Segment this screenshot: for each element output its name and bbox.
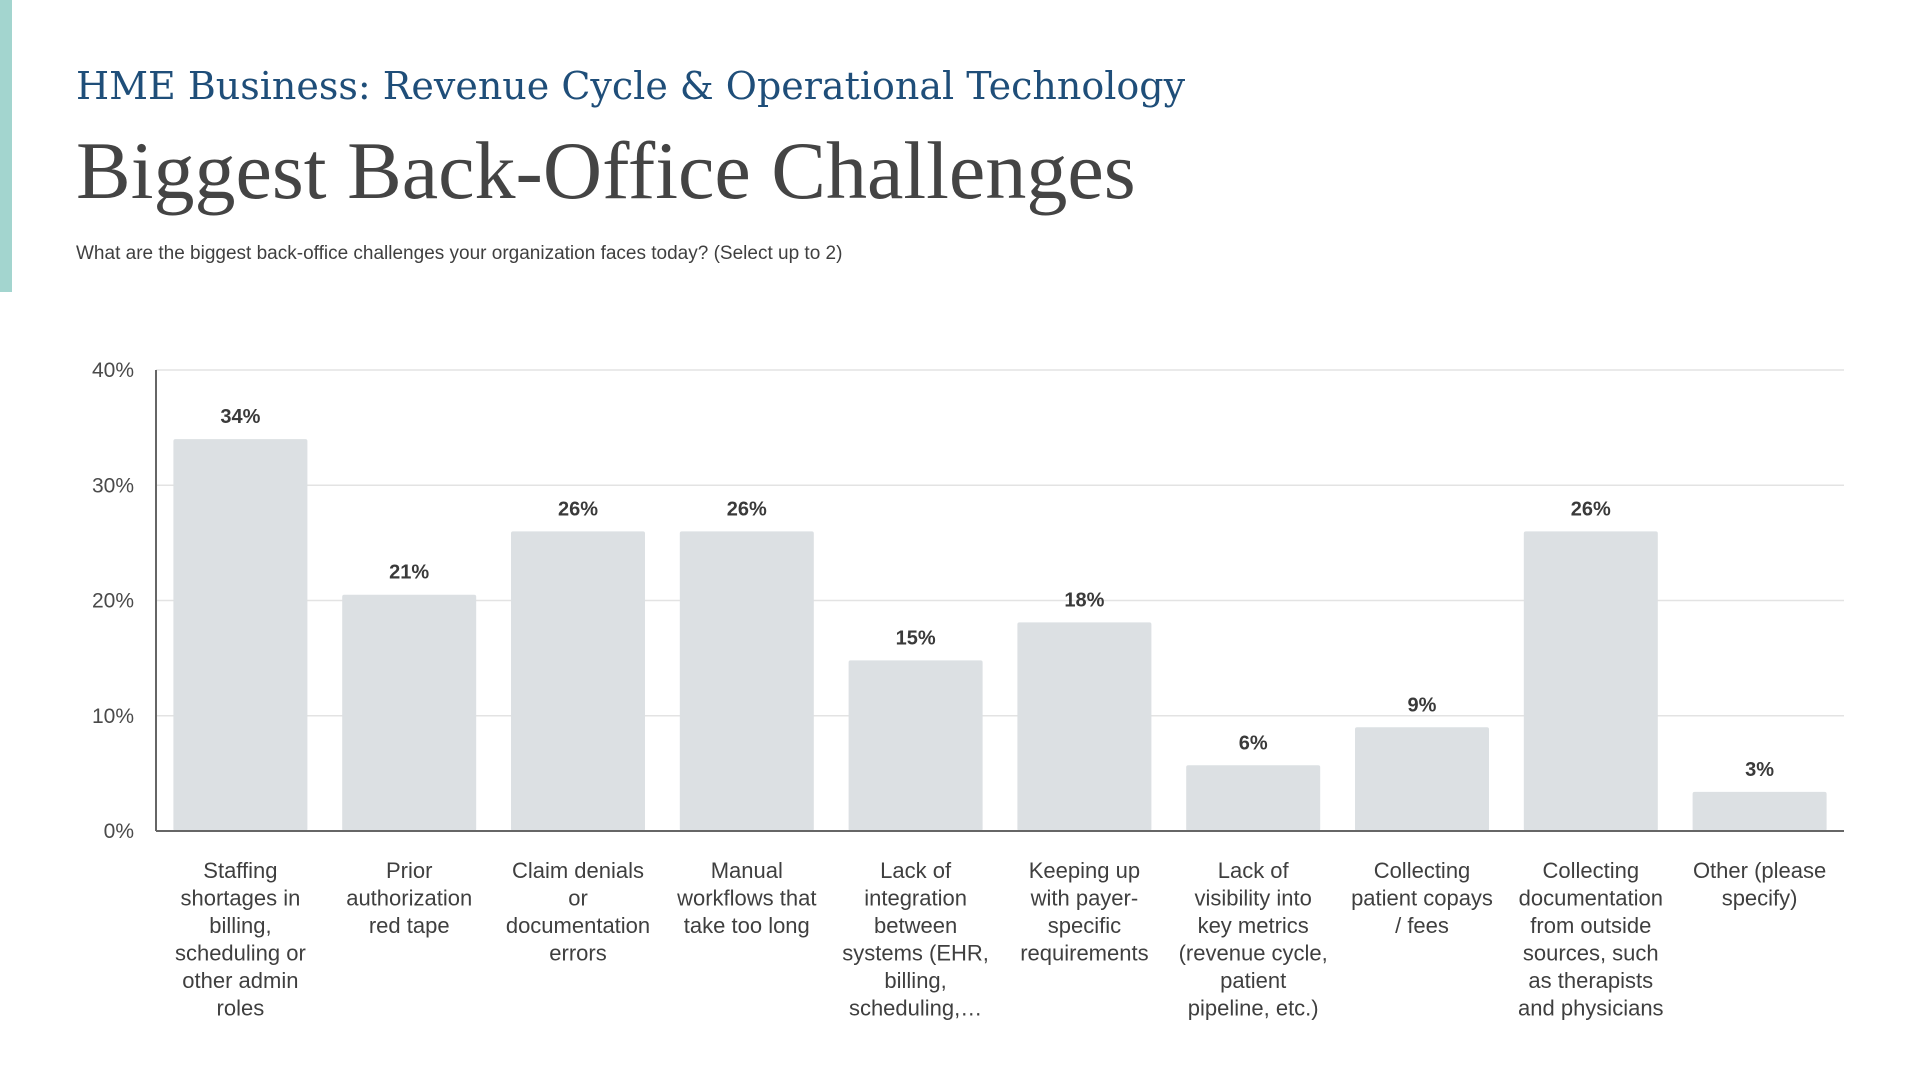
category-label: Other (please specify)	[1693, 858, 1826, 911]
data-label: 3%	[1745, 759, 1774, 781]
bar	[1692, 791, 1827, 831]
accent-bar	[0, 0, 12, 292]
category-label: Staffing shortages in billing, scheduling o…	[175, 858, 306, 1021]
data-label: 34%	[220, 406, 260, 428]
category-label-line: other admin	[182, 968, 298, 993]
data-label: 26%	[558, 498, 598, 520]
category-label-line: Keeping up	[1029, 858, 1140, 883]
bar	[1355, 727, 1489, 831]
category-label-line: systems (EHR,	[842, 941, 989, 966]
category-label: Collecting documentation from outside sourc…	[1518, 858, 1664, 1021]
data-label: 9%	[1408, 694, 1437, 716]
data-label: 21%	[389, 562, 429, 584]
category-label-line: (revenue cycle,	[1179, 941, 1328, 966]
category-label-line: requirements	[1020, 941, 1148, 966]
category-label-line: visibility into	[1195, 886, 1312, 911]
category-label-line: documentation	[1519, 886, 1663, 911]
category-label-line: from outside	[1530, 913, 1651, 938]
category-label-line: sources, such	[1523, 941, 1659, 966]
category-label-line: Prior	[386, 858, 432, 883]
category-label-line: Claim denials	[512, 858, 644, 883]
category-label-line: shortages in	[180, 886, 300, 911]
category-label-line: billing,	[209, 913, 271, 938]
y-tick-label: 30%	[92, 474, 134, 497]
category-label-line: / fees	[1395, 913, 1449, 938]
y-tick-label: 10%	[92, 705, 134, 728]
category-label-line: patient	[1220, 968, 1286, 993]
category-label-line: Staffing	[203, 858, 277, 883]
category-label-line: scheduling or	[175, 941, 306, 966]
category-label: Lack of visibility into key metrics (revenu…	[1179, 858, 1328, 1021]
bar	[1523, 531, 1658, 831]
category-label: Collecting patient copays / fees	[1351, 858, 1493, 938]
category-label-line: patient copays	[1351, 886, 1493, 911]
category-label-line: Collecting	[1542, 858, 1639, 883]
category-label: Prior authorization red tape	[346, 858, 472, 938]
y-tick-label: 0%	[104, 820, 134, 843]
category-label-line: authorization	[346, 886, 472, 911]
survey-question: What are the biggest back-office challen…	[76, 243, 843, 264]
category-label-line: workflows that	[676, 886, 816, 911]
category-label-line: or	[568, 886, 588, 911]
category-label: Lack of integration between systems (EHR, bi…	[842, 858, 989, 1021]
category-label-line: specify)	[1722, 886, 1798, 911]
category-label-line: Lack of	[880, 858, 952, 883]
category-label-line: between	[874, 913, 957, 938]
y-tick-label: 40%	[92, 359, 134, 382]
category-label: Manual workflows that take too long	[676, 858, 816, 938]
category-label-line: scheduling,…	[849, 996, 982, 1021]
bar	[342, 594, 477, 831]
category-label-line: documentation	[506, 913, 650, 938]
category-label-line: key metrics	[1198, 913, 1309, 938]
category-label: Claim denials or documentation errors	[506, 858, 650, 966]
category-label-line: Lack of	[1218, 858, 1290, 883]
bar	[511, 531, 645, 831]
bar	[1186, 765, 1321, 831]
category-label: Keeping up with payer-specific requirement…	[1020, 858, 1148, 966]
category-label-line: errors	[549, 941, 606, 966]
category-label-line: red tape	[369, 913, 450, 938]
category-label-line: pipeline, etc.)	[1188, 996, 1319, 1021]
category-label-line: and physicians	[1518, 996, 1664, 1021]
category-label-line: integration	[864, 886, 967, 911]
data-label: 18%	[1064, 589, 1104, 611]
category-label-line: with payer-	[1030, 886, 1139, 911]
eyebrow-title: HME Business: Revenue Cycle & Operationa…	[76, 64, 1186, 108]
data-label: 15%	[896, 627, 936, 649]
category-label-line: Manual	[711, 858, 783, 883]
category-label-line: take too long	[684, 913, 810, 938]
data-label: 6%	[1239, 732, 1268, 754]
category-label-line: roles	[217, 996, 265, 1021]
category-label-line: billing,	[884, 968, 946, 993]
category-label-line: specific	[1048, 913, 1121, 938]
y-tick-label: 20%	[92, 590, 134, 613]
category-label-line: Other (please	[1693, 858, 1826, 883]
category-label-line: as therapists	[1528, 968, 1653, 993]
data-label: 26%	[1571, 498, 1611, 520]
page-title: Biggest Back-Office Challenges	[76, 125, 1136, 216]
category-label-line: Collecting	[1374, 858, 1471, 883]
data-label: 26%	[727, 498, 767, 520]
bar	[173, 439, 308, 831]
bar	[1017, 622, 1152, 831]
bar	[679, 531, 814, 831]
bar	[848, 660, 983, 831]
